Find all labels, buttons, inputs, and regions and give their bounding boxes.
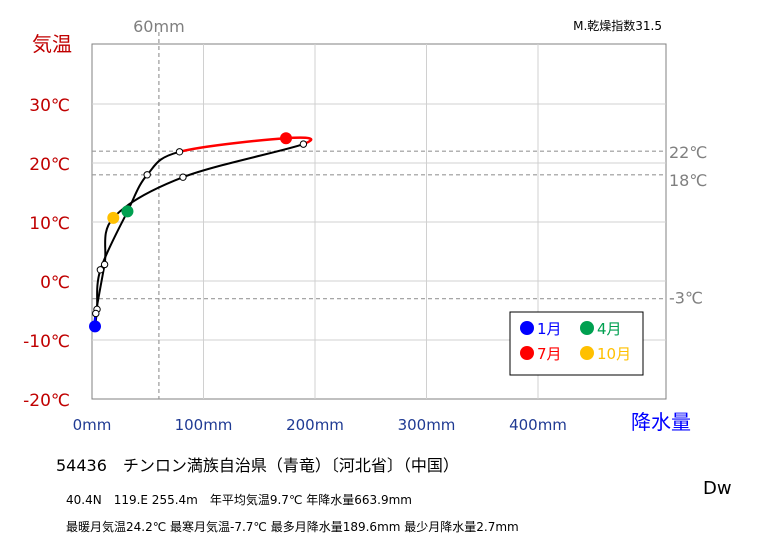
month-point-12 (92, 309, 100, 318)
reference-label-temp: 18℃ (669, 171, 707, 190)
y-axis-title: 気温 (32, 32, 72, 56)
station-info-line-2: 最暖月気温24.2℃ 最寒月気温-7.7℃ 最多月降水量189.6mm 最少月降… (66, 520, 519, 534)
x-tick-label: 400mm (509, 416, 567, 434)
x-tick-label: 100mm (175, 416, 233, 434)
y-tick-label: -10℃ (23, 332, 70, 352)
y-tick-label: -20℃ (23, 391, 70, 411)
curve-segment-month-6 (179, 136, 287, 154)
legend-box (509, 311, 644, 376)
legend-label-1: 1月 (537, 320, 562, 338)
reference-label-temp: -3℃ (669, 289, 703, 308)
legend-marker-1 (520, 321, 534, 335)
reference-label-precip: 60mm (133, 17, 185, 36)
month-point-6 (175, 148, 184, 156)
month-points (89, 132, 308, 333)
month-point-7 (280, 132, 293, 145)
legend-marker-4 (580, 321, 594, 335)
y-tick-label: 0℃ (40, 273, 70, 293)
curve-segment-month-9 (112, 176, 184, 219)
month-point-4 (121, 205, 134, 218)
station-title: 54436 チンロン満族自治県（青竜）〔河北省〕（中国） (56, 456, 459, 475)
aridity-index-label: M.乾燥指数31.5 (573, 18, 662, 33)
legend: 1月 4月 7月 10月 (509, 311, 644, 376)
y-tick-label: 20℃ (29, 155, 70, 175)
reference-label-temp: 22℃ (669, 143, 707, 162)
legend-label-7: 7月 (537, 345, 562, 363)
gridlines (92, 44, 666, 399)
legend-label-10: 10月 (597, 345, 631, 363)
month-point-9 (179, 173, 187, 181)
reference-lines: 60mm 22℃ 18℃ -3℃ (92, 17, 707, 399)
month-point-1 (89, 320, 102, 333)
y-tick-label: 10℃ (29, 214, 70, 234)
curve-segment-month-8 (182, 143, 304, 179)
x-tick-label: 0mm (73, 416, 112, 434)
y-tick-label: 30℃ (29, 96, 70, 116)
month-point-11 (100, 260, 109, 269)
month-point-5 (143, 171, 151, 179)
month-point-3 (96, 266, 105, 274)
legend-label-4: 4月 (597, 320, 622, 338)
month-point-10 (107, 211, 120, 224)
x-tick-label: 300mm (398, 416, 456, 434)
legend-marker-7 (520, 346, 534, 360)
month-point-8 (299, 140, 308, 148)
x-tick-label: 200mm (286, 416, 344, 434)
climate-code: Dw (703, 478, 732, 499)
legend-marker-10 (580, 346, 594, 360)
x-axis-title: 降水量 (631, 410, 691, 434)
station-info-line-1: 40.4N 119.E 255.4m 年平均気温9.7℃ 年降水量663.9mm (66, 493, 412, 507)
